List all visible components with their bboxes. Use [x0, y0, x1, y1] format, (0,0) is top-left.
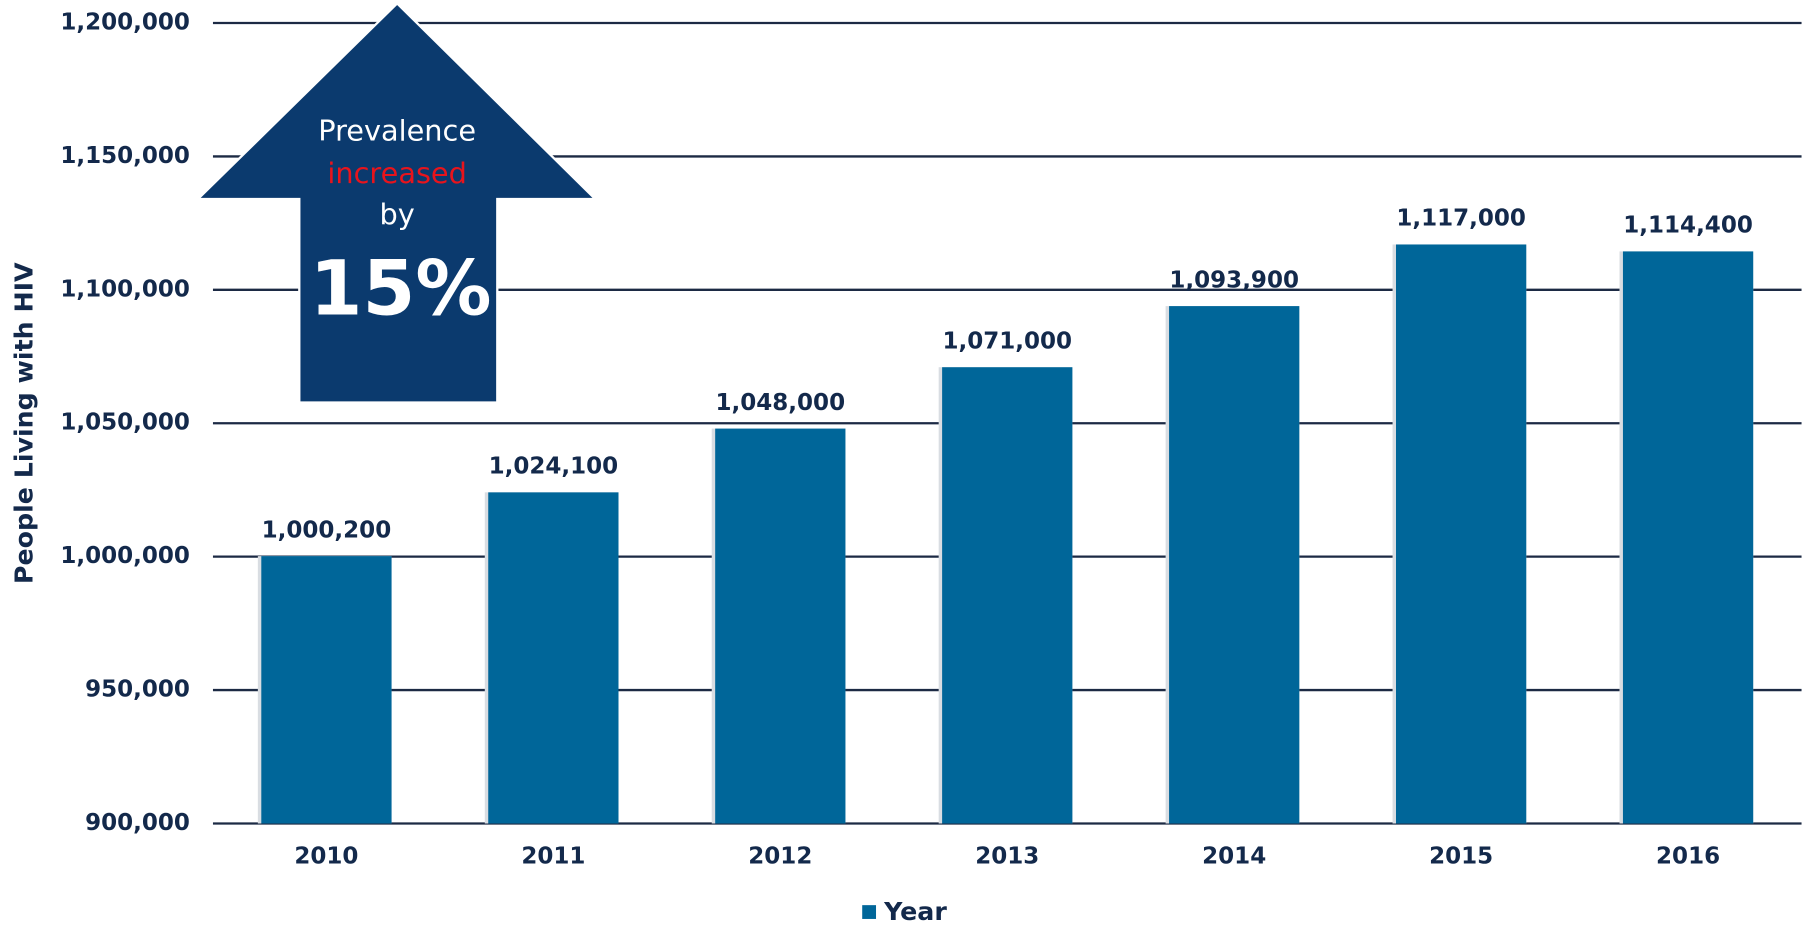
y-tick-label: 950,000 [85, 677, 190, 703]
value-label: 1,024,100 [489, 454, 619, 480]
bar [1622, 251, 1754, 824]
value-label: 1,000,200 [262, 517, 392, 543]
y-tick-label: 1,100,000 [60, 276, 190, 302]
value-label: 1,071,000 [942, 328, 1072, 354]
y-tick-label: 1,050,000 [60, 410, 190, 436]
legend-swatch [862, 905, 877, 919]
x-tick-label: 2013 [975, 843, 1039, 869]
bars [257, 244, 1754, 824]
bar [1169, 306, 1300, 824]
x-tick-label: 2014 [1202, 843, 1266, 869]
y-tick-label: 1,200,000 [60, 10, 190, 36]
annotation-text: 15% [310, 244, 492, 332]
annotation-text: Prevalence [318, 113, 476, 147]
y-axis-label: People Living with HIV [9, 262, 38, 584]
y-tick-label: 1,150,000 [60, 143, 190, 169]
bar [1396, 244, 1527, 824]
annotation-text: by [380, 197, 415, 231]
y-tick-label: 1,000,000 [60, 543, 190, 569]
value-label: 1,093,900 [1169, 267, 1299, 293]
bar [715, 428, 846, 824]
x-tick-label: 2012 [748, 843, 812, 869]
x-tick-label: 2011 [521, 843, 585, 869]
bar [261, 556, 392, 824]
value-label: 1,117,000 [1396, 206, 1526, 232]
value-label: 1,114,400 [1623, 213, 1753, 239]
bar [942, 367, 1073, 824]
x-tick-label: 2015 [1429, 843, 1493, 869]
bar [488, 492, 619, 824]
annotation-text: increased [327, 156, 466, 190]
value-label: 1,048,000 [716, 390, 846, 416]
legend-label: Year [883, 897, 947, 926]
x-tick-label: 2010 [294, 843, 358, 869]
x-tick-label: 2016 [1656, 843, 1720, 869]
annotation-arrow [195, 1, 598, 404]
y-tick-label: 900,000 [85, 810, 190, 836]
